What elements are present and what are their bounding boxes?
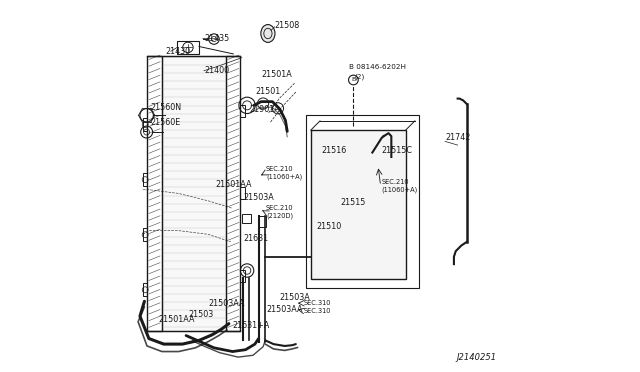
- Bar: [143, 118, 147, 131]
- Bar: [306, 115, 419, 288]
- Text: B 08146-6202H: B 08146-6202H: [349, 64, 406, 70]
- Bar: [310, 130, 406, 279]
- Bar: [257, 216, 266, 227]
- Text: 21510: 21510: [317, 222, 342, 231]
- Text: 21560E: 21560E: [151, 118, 181, 127]
- Text: 21560N: 21560N: [151, 103, 182, 112]
- Text: 21742: 21742: [445, 133, 471, 142]
- Text: 21901A: 21901A: [250, 105, 280, 114]
- Text: SEC.210: SEC.210: [266, 205, 294, 211]
- Bar: [241, 105, 245, 117]
- Text: 21435: 21435: [205, 34, 230, 43]
- Text: 21515C: 21515C: [381, 146, 413, 155]
- Text: (11060+A): (11060+A): [266, 173, 302, 180]
- Text: J2140251: J2140251: [456, 353, 497, 362]
- Text: 21501: 21501: [255, 87, 280, 96]
- Text: 21503AA: 21503AA: [209, 299, 245, 308]
- Bar: [177, 41, 199, 54]
- Text: 21501A: 21501A: [262, 70, 292, 79]
- Bar: [161, 56, 227, 331]
- Text: SEC.310: SEC.310: [303, 308, 331, 314]
- Text: 21430: 21430: [165, 47, 190, 56]
- Text: 21503: 21503: [188, 310, 213, 319]
- Text: 21501AA: 21501AA: [216, 180, 252, 189]
- Text: B: B: [351, 77, 355, 83]
- Ellipse shape: [261, 25, 275, 42]
- Bar: [147, 56, 161, 331]
- Text: (2120D): (2120D): [266, 212, 293, 219]
- Bar: [143, 173, 147, 186]
- Bar: [143, 228, 147, 241]
- Text: 21516: 21516: [322, 146, 347, 155]
- Text: 21503AA: 21503AA: [266, 305, 303, 314]
- Bar: [241, 187, 245, 199]
- Text: 21503A: 21503A: [279, 293, 310, 302]
- Text: SEC.210: SEC.210: [381, 179, 409, 185]
- Text: 21400: 21400: [204, 66, 229, 75]
- Bar: [227, 56, 241, 331]
- Bar: [241, 270, 245, 282]
- Text: SEC.210: SEC.210: [266, 166, 294, 172]
- Text: (2): (2): [355, 73, 365, 80]
- Text: SEC.310: SEC.310: [303, 300, 331, 306]
- Text: 21501AA: 21501AA: [158, 315, 195, 324]
- Text: 21631: 21631: [244, 234, 269, 243]
- Bar: [241, 214, 251, 223]
- Circle shape: [322, 163, 340, 181]
- Text: 21515: 21515: [340, 198, 366, 207]
- Bar: [143, 283, 147, 296]
- Text: 21508: 21508: [275, 21, 300, 30]
- Bar: [312, 141, 339, 260]
- Text: 21631+A: 21631+A: [232, 321, 270, 330]
- Text: (11060+A): (11060+A): [381, 186, 418, 193]
- Text: 21503A: 21503A: [243, 193, 274, 202]
